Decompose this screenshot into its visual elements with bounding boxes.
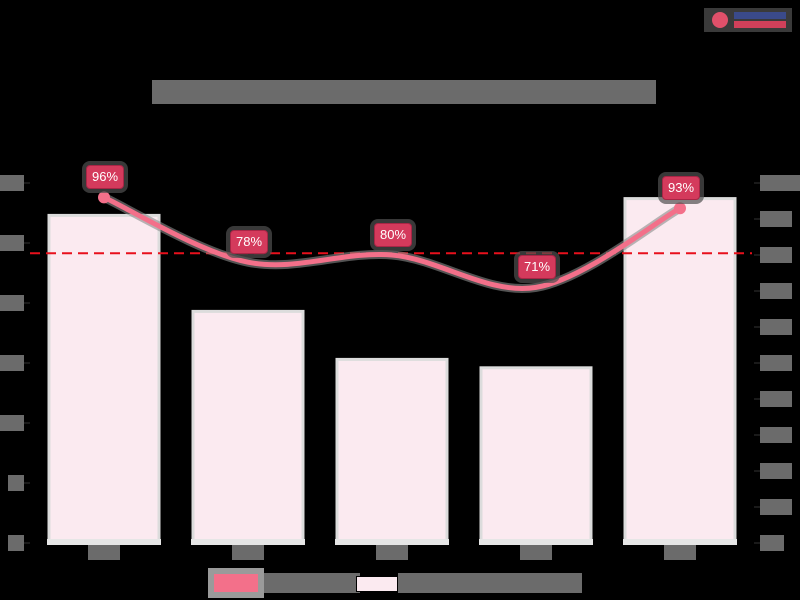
logo-text-bottom (734, 21, 786, 28)
data-label: 96% (86, 165, 125, 190)
right-axis-tick-label: 30% (760, 427, 792, 443)
data-label: 71% (518, 255, 557, 280)
bar (479, 366, 593, 545)
legend-swatch-bar (356, 576, 398, 592)
bar (191, 309, 305, 545)
line-series (102, 195, 682, 291)
legend-label-line: Line series (264, 573, 360, 593)
data-label: 93% (662, 176, 701, 201)
bar (623, 197, 737, 545)
brand-logo (704, 8, 792, 32)
right-axis-tick-label: 50% (760, 355, 792, 371)
right-axis-tick-label: 70% (760, 283, 792, 299)
data-label: 80% (374, 223, 413, 247)
x-axis-tick-label: Cat 4 (520, 545, 552, 560)
legend-label-bar: Bar series (398, 573, 582, 593)
x-axis-tick-label: Cat 5 (664, 545, 696, 560)
right-axis-tick-label: 20% (760, 463, 792, 479)
line-marker (98, 191, 110, 204)
right-axis-tick-label: 0% (760, 535, 784, 551)
chart-title: Chart title (text obscured) (152, 80, 656, 104)
x-axis-tick-label: Cat 1 (88, 545, 120, 560)
right-axis-tick-label: 90% (760, 211, 792, 227)
right-axis-tick-label: 60% (760, 319, 792, 335)
left-axis-tick-label: 10 (0, 415, 24, 431)
left-axis-tick-label: 15 (0, 355, 24, 371)
left-axis-tick-label: 20 (0, 295, 24, 311)
right-axis-tick-label: 40% (760, 391, 792, 407)
left-axis-tick-label: 0 (8, 535, 24, 551)
data-label: 78% (230, 230, 269, 255)
logo-icon (712, 12, 728, 28)
left-axis-tick-label: 25 (0, 235, 24, 251)
x-axis-tick-label: Cat 2 (232, 545, 264, 560)
bar (335, 357, 449, 545)
right-axis-tick-label: 100% (760, 175, 800, 191)
logo-text-top (734, 12, 786, 19)
line-marker (674, 202, 686, 215)
x-axis-tick-label: Cat 3 (376, 545, 408, 560)
right-axis-tick-label: 10% (760, 499, 792, 515)
left-axis-tick-label: 5 (8, 475, 24, 491)
legend-swatch-line (208, 568, 264, 598)
right-axis-tick-label: 80% (760, 247, 792, 263)
left-axis-tick-label: 30 (0, 175, 24, 191)
bar (47, 213, 161, 545)
